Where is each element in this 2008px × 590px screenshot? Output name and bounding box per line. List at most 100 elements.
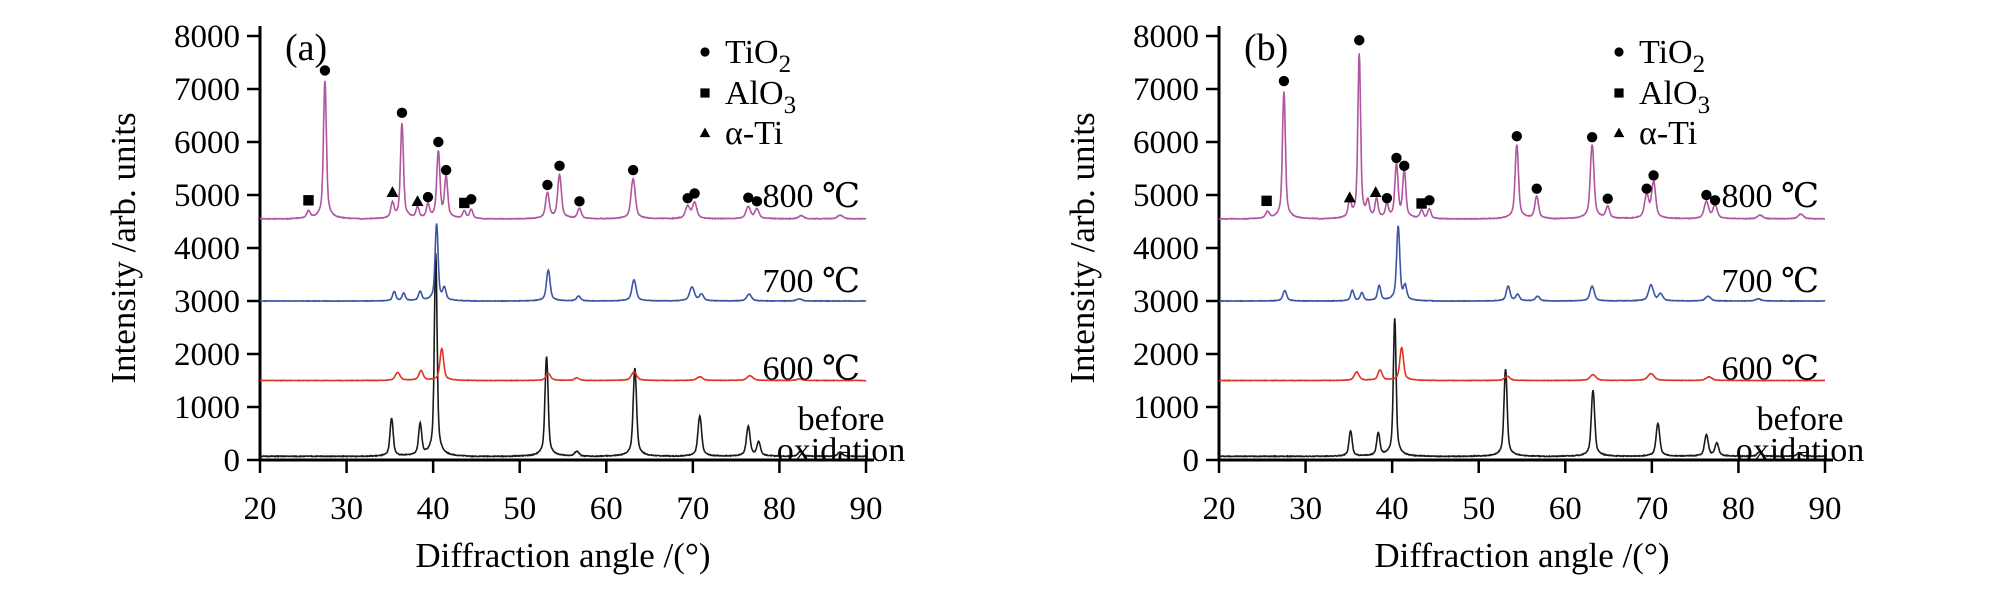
y-tick-label: 5000 <box>1133 178 1199 214</box>
panel-label: (b) <box>1244 27 1288 69</box>
marker-TiO2 <box>433 136 444 148</box>
xrd-chart-b: 0 1000 2000 3000 4000 5000 6000 7000 8000 20 30 40 5… <box>1063 19 1864 575</box>
legend-label: TiO2 <box>1639 34 1705 78</box>
marker-TiO2 <box>1511 130 1523 142</box>
y-tick-label: 3000 <box>174 284 240 320</box>
x-tick-label: 80 <box>763 491 796 527</box>
curve-label-before-oxidation: before <box>798 401 885 438</box>
circle-legend-icon <box>1614 47 1624 57</box>
marker-TiO2 <box>1648 170 1659 181</box>
x-tick-label: 60 <box>590 491 623 527</box>
marker-aTi <box>411 195 424 207</box>
marker-TiO2 <box>396 107 408 119</box>
y-axis-title: Intensity /arb. units <box>104 112 143 383</box>
x-tick-label: 70 <box>676 491 709 527</box>
marker-TiO2 <box>1602 193 1613 204</box>
y-tick-label: 1000 <box>174 390 240 426</box>
marker-TiO2 <box>1531 183 1542 194</box>
marker-TiO2 <box>319 65 331 76</box>
marker-AlO3 <box>303 195 314 206</box>
legend-label: AlO3 <box>1639 75 1710 119</box>
x-axis-title: Diffraction angle /(°) <box>1374 536 1669 575</box>
marker-TiO2 <box>1709 195 1721 206</box>
marker-TiO2 <box>1424 195 1435 206</box>
y-tick-label: 4000 <box>174 231 240 267</box>
x-tick-label: 20 <box>1203 491 1236 527</box>
marker-TiO2 <box>743 192 754 203</box>
marker-TiO2 <box>1641 183 1652 194</box>
marker-AlO3 <box>1416 198 1427 209</box>
curve-800-℃ <box>1218 53 1825 221</box>
marker-TiO2 <box>1391 152 1402 164</box>
marker-TiO2 <box>689 188 700 199</box>
y-tick-label: 8000 <box>174 19 240 55</box>
legend-label: AlO3 <box>725 75 796 119</box>
marker-TiO2 <box>1701 189 1712 201</box>
xrd-chart-a: 0 1000 2000 3000 4000 5000 6000 7000 8000 20 30 40 5… <box>104 19 905 575</box>
square-legend-icon <box>700 88 710 98</box>
x-tick-label: 20 <box>244 491 277 527</box>
marker-aTi <box>1343 191 1356 203</box>
marker-TiO2 <box>422 191 434 203</box>
marker-AlO3 <box>459 197 470 209</box>
curve-600-℃ <box>260 346 867 382</box>
marker-TiO2 <box>554 160 565 172</box>
x-tick-label: 90 <box>1809 491 1842 527</box>
marker-TiO2 <box>574 196 585 207</box>
curve-600-℃ <box>1218 346 1826 382</box>
x-tick-label: 80 <box>1722 491 1755 527</box>
x-tick-label: 90 <box>850 491 883 527</box>
marker-TiO2 <box>1399 160 1410 172</box>
y-tick-label: 6000 <box>1133 125 1199 161</box>
y-axis-title: Intensity /arb. units <box>1063 112 1102 383</box>
x-axis-title: Diffraction angle /(°) <box>415 536 710 575</box>
marker-TiO2 <box>466 194 477 205</box>
marker-TiO2 <box>751 196 763 207</box>
curve-label-before-oxidation: oxidation <box>1736 432 1864 469</box>
y-tick-label: 7000 <box>1133 72 1199 108</box>
circle-legend-icon <box>700 47 710 57</box>
x-tick-label: 40 <box>1376 491 1409 527</box>
y-tick-label: 6000 <box>174 125 240 161</box>
marker-aTi <box>1369 186 1382 198</box>
y-tick-label: 4000 <box>1133 231 1199 267</box>
marker-AlO3 <box>1261 195 1272 207</box>
curve-700-℃ <box>1218 225 1826 303</box>
y-tick-label: 8000 <box>1133 19 1199 55</box>
curve-700-℃ <box>259 223 867 303</box>
curve-800-℃ <box>259 80 867 221</box>
x-tick-label: 30 <box>330 491 363 527</box>
marker-TiO2 <box>1354 35 1365 46</box>
legend-label: α-Ti <box>1639 115 1697 152</box>
y-tick-label: 3000 <box>1133 284 1199 320</box>
y-tick-label: 2000 <box>174 337 240 373</box>
y-tick-label: 1000 <box>1133 390 1199 426</box>
panel-b: 0 1000 2000 3000 4000 5000 6000 7000 8000 20 30 40 5… <box>1004 0 2008 590</box>
x-tick-label: 50 <box>503 491 536 527</box>
curve-label: 600 ℃ <box>762 350 860 387</box>
marker-TiO2 <box>542 179 553 191</box>
legend-label: TiO2 <box>725 34 791 78</box>
curve-label-before-oxidation: oxidation <box>777 432 905 469</box>
y-tick-label: 0 <box>224 443 241 479</box>
marker-TiO2 <box>627 164 639 176</box>
curve-label: 600 ℃ <box>1721 350 1819 387</box>
y-tick-label: 0 <box>1183 443 1200 479</box>
curve-label: 800 ℃ <box>762 178 860 215</box>
marker-TiO2 <box>1278 75 1290 87</box>
y-tick-label: 2000 <box>1133 337 1199 373</box>
marker-TiO2 <box>1586 132 1598 143</box>
x-tick-label: 60 <box>1549 491 1582 527</box>
x-tick-label: 50 <box>1462 491 1495 527</box>
triangle-legend-icon <box>1613 127 1625 138</box>
triangle-legend-icon <box>699 127 711 138</box>
legend-label: α-Ti <box>725 115 783 152</box>
x-tick-label: 30 <box>1289 491 1322 527</box>
x-tick-label: 40 <box>417 491 450 527</box>
marker-TiO2 <box>440 164 452 176</box>
curve-before-oxidation <box>1218 318 1826 458</box>
marker-TiO2 <box>1381 192 1393 204</box>
curve-label: 700 ℃ <box>1721 263 1819 300</box>
panel-label: (a) <box>285 27 327 69</box>
